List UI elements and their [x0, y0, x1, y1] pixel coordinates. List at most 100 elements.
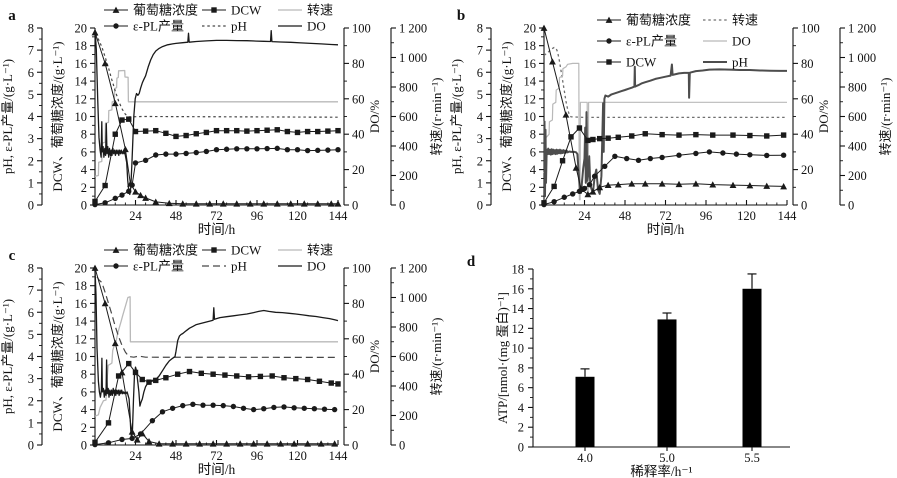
panel-letter: d	[467, 254, 476, 270]
series-glucose	[91, 264, 339, 447]
svg-text:48: 48	[170, 449, 183, 463]
svg-text:100: 100	[352, 262, 371, 276]
svg-text:20: 20	[75, 262, 88, 276]
svg-text:4: 4	[81, 403, 88, 417]
svg-text:8: 8	[518, 361, 524, 375]
svg-text:转速/(r·min⁻¹): 转速/(r·min⁻¹)	[429, 318, 444, 396]
svg-text:100: 100	[801, 22, 820, 36]
svg-text:96: 96	[700, 209, 713, 223]
svg-text:5.5: 5.5	[744, 451, 760, 465]
svg-text:8: 8	[81, 128, 87, 142]
svg-text:0: 0	[518, 441, 524, 455]
svg-text:0: 0	[81, 199, 87, 213]
svg-text:12: 12	[75, 332, 88, 346]
svg-text:ε-PL产量: ε-PL产量	[626, 34, 677, 49]
svg-text:120: 120	[288, 209, 307, 223]
series-do	[543, 62, 787, 201]
svg-text:6: 6	[28, 306, 34, 320]
panel-letter: c	[9, 248, 16, 264]
svg-text:2: 2	[81, 181, 87, 195]
series-glucose	[91, 29, 342, 207]
svg-text:2: 2	[81, 421, 87, 435]
svg-text:转速: 转速	[307, 3, 333, 18]
svg-text:24: 24	[129, 449, 142, 463]
svg-text:5.0: 5.0	[659, 451, 675, 465]
series-epl	[541, 149, 787, 208]
panel-d-chart: 0 2 4 6 8 10 12 14 16 18 ATP/[nmol·(mg 蛋白)⁻¹] 4.0 5.…	[467, 254, 790, 478]
svg-text:8: 8	[28, 22, 34, 36]
svg-text:100: 100	[352, 22, 371, 36]
svg-text:4: 4	[477, 110, 484, 124]
svg-text:葡萄糖浓度: 葡萄糖浓度	[133, 3, 198, 18]
svg-text:DO: DO	[307, 19, 326, 34]
svg-text:96: 96	[251, 449, 264, 463]
svg-text:4: 4	[518, 401, 525, 415]
svg-text:pH: pH	[231, 19, 247, 34]
svg-text:72: 72	[210, 449, 223, 463]
svg-text:0: 0	[352, 199, 358, 213]
svg-text:d: d	[467, 254, 476, 270]
svg-text:6: 6	[518, 381, 524, 395]
svg-text:0: 0	[28, 439, 34, 453]
svg-text:时间/h: 时间/h	[198, 222, 236, 237]
svg-text:7: 7	[28, 44, 34, 58]
svg-text:葡萄糖浓度: 葡萄糖浓度	[626, 13, 691, 28]
svg-text:3: 3	[28, 132, 34, 146]
svg-text:0: 0	[399, 199, 405, 213]
bar-5.5	[742, 288, 762, 447]
svg-text:pH, ε-PL产量/(g·L⁻¹): pH, ε-PL产量/(g·L⁻¹)	[0, 299, 15, 414]
svg-text:1 200: 1 200	[399, 22, 427, 36]
svg-text:5: 5	[28, 88, 34, 102]
bars	[575, 273, 762, 447]
svg-text:ε-PL产量: ε-PL产量	[133, 259, 184, 274]
svg-text:pH, ε-PL产量/(g·L⁻¹): pH, ε-PL产量/(g·L⁻¹)	[449, 59, 464, 174]
svg-text:16: 16	[524, 57, 537, 71]
svg-text:8: 8	[81, 368, 87, 382]
svg-text:800: 800	[848, 81, 867, 95]
svg-text:24: 24	[578, 209, 591, 223]
bar-5.0	[657, 319, 677, 447]
svg-text:200: 200	[399, 169, 418, 183]
svg-text:800: 800	[399, 321, 418, 335]
svg-text:20: 20	[524, 22, 537, 36]
svg-text:40: 40	[352, 368, 365, 382]
svg-text:20: 20	[801, 163, 814, 177]
svg-text:0: 0	[477, 199, 483, 213]
svg-text:8: 8	[28, 262, 34, 276]
svg-text:120: 120	[737, 209, 756, 223]
svg-text:0: 0	[352, 439, 358, 453]
svg-text:7: 7	[477, 44, 483, 58]
svg-text:6: 6	[530, 145, 536, 159]
series-glucose	[540, 24, 788, 198]
svg-text:5: 5	[477, 88, 483, 102]
svg-text:16: 16	[512, 282, 525, 296]
svg-text:转速: 转速	[732, 13, 758, 28]
svg-text:400: 400	[399, 380, 418, 394]
svg-text:400: 400	[399, 140, 418, 154]
svg-text:转速: 转速	[307, 243, 333, 258]
svg-text:80: 80	[352, 297, 365, 311]
svg-text:4: 4	[28, 350, 35, 364]
svg-text:DO/%: DO/%	[816, 100, 831, 133]
svg-text:1: 1	[477, 176, 483, 190]
panel-letter: a	[8, 8, 16, 24]
svg-text:20: 20	[352, 403, 365, 417]
svg-text:40: 40	[352, 128, 365, 142]
svg-text:400: 400	[848, 140, 867, 154]
svg-text:60: 60	[801, 92, 814, 106]
svg-text:0: 0	[28, 199, 34, 213]
svg-text:1 200: 1 200	[848, 22, 876, 36]
svg-text:1 000: 1 000	[848, 51, 876, 65]
svg-text:48: 48	[619, 209, 632, 223]
svg-text:3: 3	[28, 372, 34, 386]
svg-text:10: 10	[75, 110, 88, 124]
svg-text:0: 0	[81, 439, 87, 453]
svg-text:0: 0	[399, 439, 405, 453]
svg-text:6: 6	[81, 145, 87, 159]
svg-text:16: 16	[75, 297, 88, 311]
svg-text:48: 48	[170, 209, 183, 223]
svg-text:18: 18	[75, 279, 88, 293]
svg-text:12: 12	[512, 322, 525, 336]
